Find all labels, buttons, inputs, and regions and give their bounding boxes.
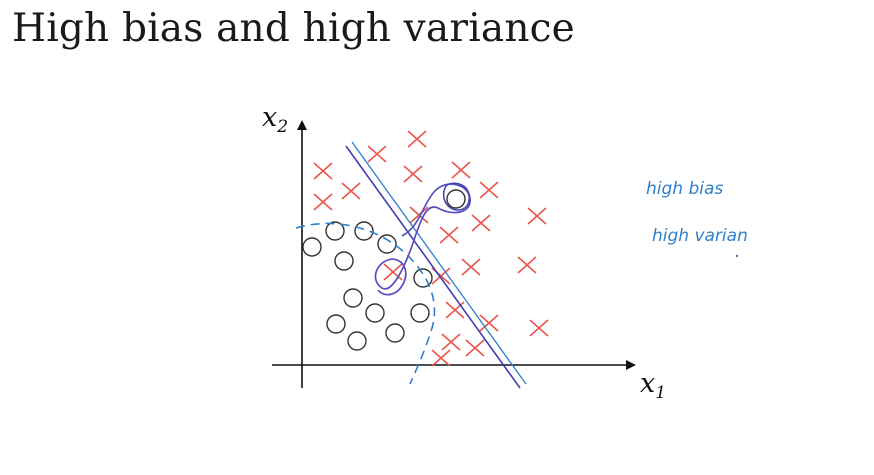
x-axis-arrowhead [626, 360, 636, 370]
cross-marker [471, 214, 491, 232]
straight-boundary [345, 145, 521, 389]
note-dot [735, 254, 739, 258]
x-axis-label: x1 [640, 368, 666, 403]
cross-marker [479, 314, 499, 332]
cross-marker [441, 333, 461, 351]
dashed-boundary [295, 222, 436, 385]
circle-marker [347, 331, 367, 351]
y-axis-arrowhead [297, 120, 307, 130]
cross-marker [383, 263, 403, 281]
cross-marker [439, 226, 459, 244]
slide-title: High bias and high variance [12, 6, 575, 51]
circle-marker [354, 221, 374, 241]
cross-marker [479, 181, 499, 199]
circle-marker [325, 221, 345, 241]
cross-marker [529, 319, 549, 337]
cross-marker [407, 130, 427, 148]
overfit-inner-loop [442, 182, 471, 211]
axes [272, 120, 636, 388]
cross-marker [445, 301, 465, 319]
note-high-variance: high varian [652, 226, 748, 246]
cross-marker [341, 182, 361, 200]
cross-marker [367, 145, 387, 163]
circle-marker [334, 251, 354, 271]
circle-marker [446, 189, 466, 209]
cross-marker [451, 161, 471, 179]
circle-marker [413, 268, 433, 288]
cross-points [313, 130, 549, 367]
circle-marker [410, 303, 430, 323]
circle-marker [326, 314, 346, 334]
cross-marker [527, 207, 547, 225]
cross-marker [431, 349, 451, 367]
cross-marker [517, 256, 537, 274]
cross-marker [313, 162, 333, 180]
circle-points [302, 189, 466, 351]
note-high-bias: high bias [646, 179, 723, 199]
cross-marker [465, 339, 485, 357]
circle-marker [343, 288, 363, 308]
circle-marker [365, 303, 385, 323]
circle-marker [385, 323, 405, 343]
circle-marker [302, 237, 322, 257]
straight-boundary-secondary [351, 141, 527, 385]
cross-marker [461, 258, 481, 276]
y-axis-label: x2 [262, 102, 288, 137]
circle-marker [377, 234, 397, 254]
cross-marker [403, 165, 423, 183]
cross-marker [409, 206, 429, 224]
cross-marker [313, 193, 333, 211]
